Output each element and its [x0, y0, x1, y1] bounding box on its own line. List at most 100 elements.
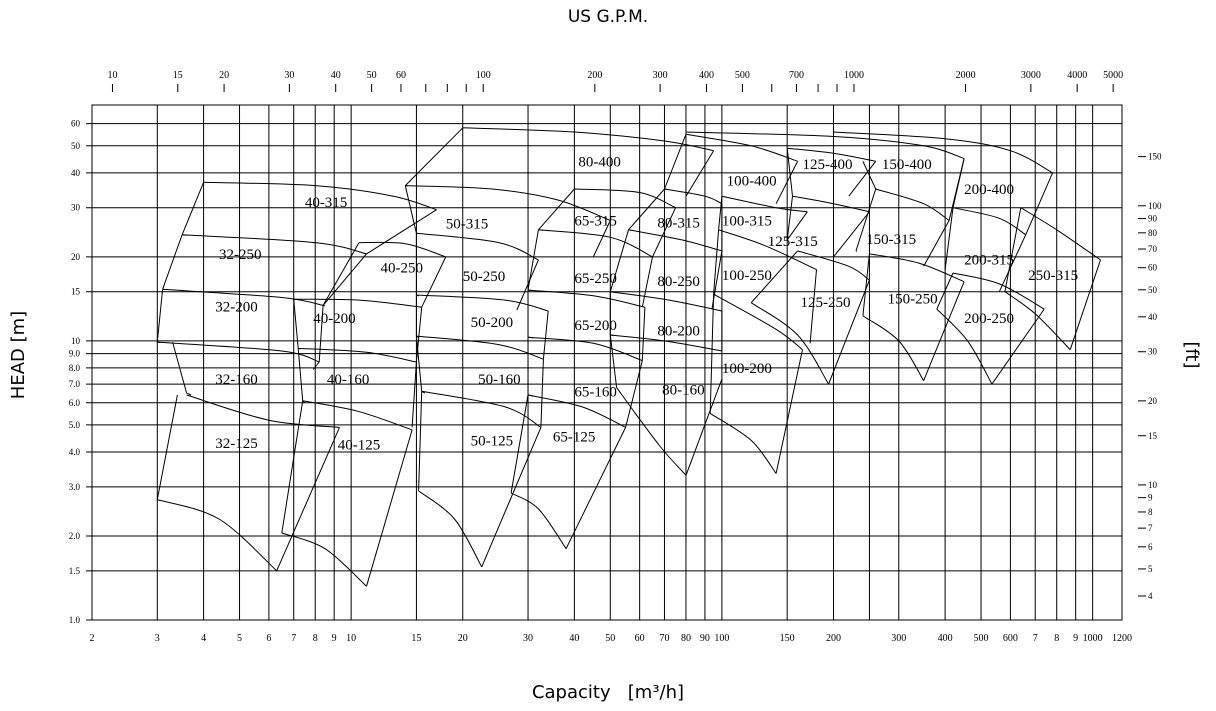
ft-axis: 150 100 90 80 70 60 50 40 30 20 15 10 9 8 7 6 5 4: [1138, 152, 1162, 601]
pump-curve-right: [592, 220, 611, 258]
pump-curve-top: [416, 294, 549, 312]
y-tick-label: 6.0: [69, 398, 81, 408]
gpm-tick-label: 60: [396, 70, 406, 81]
y-tick-label: 7.0: [69, 379, 81, 389]
y-tick-label: 60: [71, 119, 81, 129]
pump-curve-right: [415, 307, 423, 363]
y-axis-label: HEAD [m]: [8, 311, 29, 399]
y-tick-label: 15: [71, 287, 81, 297]
ft-tick-label: 9: [1148, 493, 1153, 503]
pump-region-label: 65-200: [574, 318, 617, 334]
y-axis: 1.0 1.5 2.0 3.0 4.0 5.0 6.0 7.0 8.0 9.0 10 15 20 30 40…: [69, 119, 81, 625]
pump-curve-right: [481, 427, 542, 568]
pump-region-150-315: 150-315: [855, 188, 950, 267]
pump-curve-right: [775, 349, 803, 474]
x-tick-label: 80: [681, 633, 691, 644]
pump-curve-top: [302, 400, 413, 431]
x-tick-label: 30: [523, 633, 533, 644]
pump-region-200-250: 200-250: [936, 272, 1045, 385]
ft-tick-label: 4: [1148, 591, 1153, 601]
y-tick-label: 4.0: [69, 447, 81, 457]
y-tick-label: 50: [71, 141, 81, 151]
pump-curve-left: [172, 341, 188, 394]
pump-curve-top: [358, 241, 446, 258]
pump-curve-top: [721, 195, 808, 213]
ft-tick-label: 7: [1148, 523, 1153, 533]
pump-curve-left: [862, 253, 870, 316]
pump-curve-top: [628, 229, 723, 252]
pump-curve-right: [542, 310, 549, 360]
x-tick-label: 10: [346, 633, 356, 644]
pump-region-label: 40-250: [380, 261, 423, 277]
pump-curve-bottom: [418, 490, 483, 568]
pump-curve-top: [792, 195, 870, 213]
y-tick-label: 40: [71, 168, 81, 178]
pump-curve-left: [281, 400, 304, 534]
pump-curve-bottom: [855, 250, 858, 252]
pump-curve-left: [944, 207, 954, 270]
pump-curve-top: [416, 232, 539, 261]
x-tick-label: 1200: [1112, 633, 1132, 644]
pump-curve-bottom: [1004, 291, 1071, 351]
pump-curve-bottom: [421, 390, 426, 394]
pump-curve-left: [293, 299, 299, 349]
pump-region-50-125: 50-125: [418, 390, 542, 568]
pump-region-80-250: 80-250: [609, 229, 723, 310]
gpm-tick-label: 4000: [1067, 70, 1087, 81]
pump-curve-left: [527, 229, 539, 291]
pump-region-40-315: 40-315: [181, 181, 437, 255]
pump-curve-left: [404, 127, 464, 186]
ft-tick-label: 5: [1148, 564, 1153, 574]
y-tick-label: 30: [71, 203, 81, 213]
pump-curve-top: [574, 188, 676, 209]
pump-region-label: 100-200: [722, 361, 772, 377]
pump-curve-top: [293, 298, 422, 308]
pump-curve-bottom: [936, 308, 993, 385]
pump-curve-right: [685, 378, 723, 476]
pump-curve-top: [538, 229, 653, 258]
x-tick-label: 5: [237, 633, 242, 644]
x-tick-label: 3: [155, 633, 160, 644]
pump-curve-top: [869, 253, 965, 283]
pump-curve-bottom: [862, 315, 925, 381]
pump-region-32-200: 32-200: [156, 288, 324, 363]
pump-curve-right: [685, 150, 715, 197]
pump-curve-right: [516, 259, 539, 311]
pump-curve-right: [276, 427, 340, 572]
pump-curve-top: [182, 234, 367, 255]
x-tick-label: 8: [313, 633, 318, 644]
pump-region-250-315: 250-315: [1004, 207, 1101, 351]
pump-curve-left: [855, 188, 877, 252]
pump-curve-top: [462, 127, 714, 152]
pump-curve-bottom: [416, 335, 419, 338]
pump-curve-right: [366, 209, 437, 255]
pump-region-125-250: 125-250: [750, 250, 870, 385]
gpm-tick-label: 2000: [956, 70, 976, 81]
pump-curve-bottom: [157, 499, 278, 572]
ft-tick-label: 20: [1148, 396, 1158, 406]
pump-region-label: 40-125: [338, 438, 381, 454]
gpm-tick-label: 700: [789, 70, 804, 81]
pump-curve-bottom: [527, 336, 534, 339]
y-tick-label: 3.0: [69, 482, 81, 492]
pump-region-65-125: 65-125: [510, 394, 627, 549]
x-axis-label: Capacity [m³/h]: [532, 682, 684, 703]
pump-curve-bottom: [709, 412, 777, 474]
pump-curve-right: [641, 256, 653, 308]
pump-region-125-315: 125-315: [768, 195, 870, 258]
pump-curve-right: [923, 220, 950, 267]
pump-curve-right: [809, 269, 817, 344]
ft-tick-label: 90: [1148, 214, 1158, 224]
pump-curve-top: [875, 188, 950, 221]
ft-tick-label: 70: [1148, 244, 1158, 254]
pump-curve-top: [1020, 207, 1101, 261]
pump-curve-bottom: [718, 229, 721, 231]
pump-region-40-160: 40-160: [297, 347, 417, 428]
pump-region-100-315: 100-315: [718, 195, 808, 241]
pump-curve-right: [998, 234, 1027, 292]
pump-region-label: 80-400: [578, 154, 621, 170]
gpm-tick-label: 3000: [1021, 70, 1041, 81]
pump-curve-top: [527, 289, 646, 308]
pump-curve-left: [713, 229, 720, 295]
